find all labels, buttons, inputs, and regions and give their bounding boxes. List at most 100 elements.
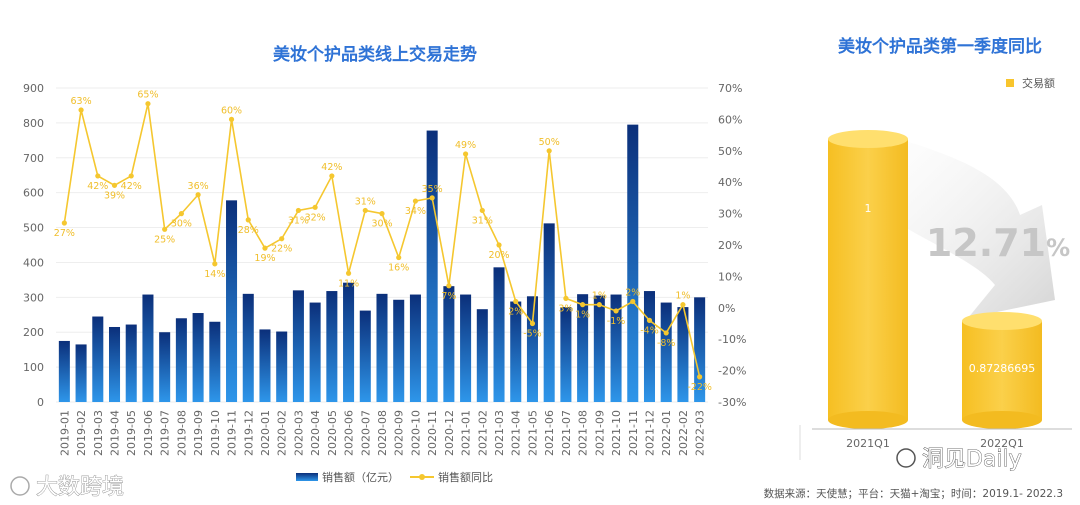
sales-bar xyxy=(660,302,672,402)
legend-line-label: 销售额同比 xyxy=(438,470,493,484)
yoy-label: -1% xyxy=(607,316,626,327)
sales-bar xyxy=(560,307,572,402)
yoy-label: 42% xyxy=(87,181,108,192)
watermark-left-text: 大数跨境 xyxy=(36,475,124,500)
x-tick: 2021-11 xyxy=(627,410,640,456)
cylinder-2022q1-top xyxy=(962,312,1042,330)
y-right-tick: 30% xyxy=(718,208,742,221)
trend-legend: 销售额（亿元） 销售额同比 xyxy=(296,470,493,484)
sales-bar xyxy=(175,318,187,402)
yoy-label: 19% xyxy=(254,253,275,264)
yoy-label: 1% xyxy=(575,310,590,321)
yoy-point xyxy=(429,195,435,201)
yoy-label: 34% xyxy=(405,206,426,217)
y-left-tick: 500 xyxy=(23,222,44,235)
yoy-label: -4% xyxy=(640,325,659,336)
cylinder-2021q1-base xyxy=(828,411,908,429)
x-tick: 2020-05 xyxy=(326,410,339,456)
yoy-point xyxy=(178,211,184,217)
watermark-left-logo xyxy=(10,476,30,496)
yoy-label: 1% xyxy=(675,291,690,302)
yoy-label: 65% xyxy=(137,90,158,101)
sales-bar xyxy=(192,313,204,402)
yoy-point xyxy=(697,374,703,380)
x-tick: 2019-02 xyxy=(75,410,88,456)
yoy-point xyxy=(546,148,552,154)
quarter-chart: 美妆个护品类第一季度同比 交易额 1 0.87286695 12.71% 202… xyxy=(812,36,1072,450)
sales-bar xyxy=(694,297,706,402)
legend-swatch xyxy=(1006,79,1014,87)
yoy-point xyxy=(446,283,452,289)
y-left-tick: 300 xyxy=(23,291,44,304)
sales-bar xyxy=(510,301,522,402)
trend-chart: 美妆个护品类线上交易走势 0 100 200 300 400 500 600 700 800 90… xyxy=(23,44,746,484)
sales-bar xyxy=(543,223,555,402)
trend-arrow xyxy=(860,128,1055,318)
yoy-point xyxy=(596,302,602,308)
y-left-ticks: 0 100 200 300 400 500 600 700 800 900 xyxy=(23,82,44,409)
yoy-label: 28% xyxy=(238,225,259,236)
sales-bar xyxy=(393,299,405,402)
yoy-point xyxy=(295,207,302,214)
yoy-point xyxy=(613,308,619,314)
y-left-tick: 200 xyxy=(23,326,44,339)
sales-bar xyxy=(476,309,488,402)
sales-bar xyxy=(58,340,70,402)
x-tick: 2019-03 xyxy=(92,410,105,456)
cylinder-2022q1-value: 0.87286695 xyxy=(969,362,1035,375)
yoy-label: 20% xyxy=(488,250,509,261)
watermark-left: 大数跨境 xyxy=(10,475,124,500)
yoy-label: 32% xyxy=(305,212,326,223)
x-tick: 2019-09 xyxy=(192,410,205,456)
sales-bar xyxy=(460,294,472,402)
x-tick: 2021-03 xyxy=(493,410,506,456)
yoy-point xyxy=(412,198,419,204)
yoy-point xyxy=(329,173,335,179)
yoy-point xyxy=(78,107,84,113)
yoy-label: 2% xyxy=(508,307,523,318)
sales-bars xyxy=(58,124,706,402)
y-left-tick: 800 xyxy=(23,117,44,130)
yoy-label: 1% xyxy=(592,291,607,302)
yoy-label: 22% xyxy=(271,244,292,255)
quarter-chart-title: 美妆个护品类第一季度同比 xyxy=(838,36,1042,57)
yoy-label: 27% xyxy=(54,228,75,239)
yoy-point xyxy=(95,173,101,179)
y-right-ticks: -30% -20% -10% 0% 10% 20% 30% 40% 50% 60% 70% xyxy=(718,82,746,409)
yoy-point xyxy=(663,330,669,336)
yoy-labels: 27%63%42%39%42%65%25%30%36%14%60%28%19%2… xyxy=(54,90,712,393)
yoy-point xyxy=(680,302,686,308)
x-tick: 2021-05 xyxy=(526,410,539,456)
x-tick: 2020-10 xyxy=(409,410,422,456)
yoy-label: 2% xyxy=(625,288,640,299)
legend-line-dot xyxy=(419,474,425,480)
wechat-icon xyxy=(896,448,916,468)
sales-bar xyxy=(125,324,137,402)
yoy-label: 31% xyxy=(288,215,309,226)
y-right-tick: 20% xyxy=(718,239,742,252)
yoy-label: 50% xyxy=(539,137,560,148)
yoy-label: 36% xyxy=(188,181,209,192)
trend-chart-title: 美妆个护品类线上交易走势 xyxy=(273,44,477,65)
x-tick: 2019-07 xyxy=(159,410,172,456)
x-tick: 2021-10 xyxy=(610,410,623,456)
legend-label: 交易额 xyxy=(1022,76,1055,90)
x-tick: 2021-09 xyxy=(593,410,606,456)
yoy-point xyxy=(212,261,218,267)
yoy-point xyxy=(580,302,586,308)
yoy-point xyxy=(245,217,251,223)
x-tick: 2020-12 xyxy=(443,410,456,456)
x-tick: 2020-01 xyxy=(259,410,272,456)
growth-unit: % xyxy=(1046,234,1070,262)
y-right-tick: 40% xyxy=(718,176,742,189)
sales-bar xyxy=(108,326,121,402)
watermark-right: 洞见Daily xyxy=(896,447,1022,472)
x-tick: 2022-03 xyxy=(694,410,707,456)
sales-bar xyxy=(343,282,355,402)
sales-bar xyxy=(627,124,639,402)
legend-bar-swatch xyxy=(296,473,318,481)
yoy-point xyxy=(128,173,134,179)
yoy-point xyxy=(162,226,168,232)
y-right-tick: 60% xyxy=(718,113,742,126)
